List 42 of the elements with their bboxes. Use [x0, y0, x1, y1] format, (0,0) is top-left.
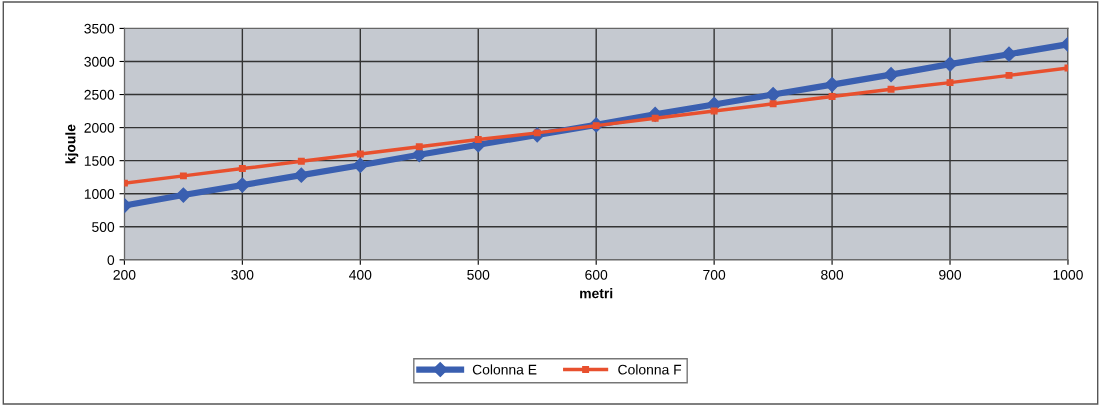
x-tick-label: 900	[939, 269, 962, 280]
y-tick-label: 2000	[84, 122, 115, 133]
x-tick-label: 700	[703, 269, 726, 280]
y-tick-label: 3500	[84, 23, 115, 34]
x-tick-label: 800	[821, 269, 844, 280]
point	[175, 187, 191, 203]
point	[1001, 46, 1017, 62]
x-tick-label: 500	[467, 269, 490, 280]
point	[415, 143, 423, 151]
point	[765, 86, 781, 103]
y-tick-label: 1500	[84, 155, 115, 166]
point	[942, 56, 958, 72]
x-tick-label: 400	[349, 269, 372, 280]
point	[769, 100, 777, 108]
point	[179, 172, 187, 180]
y-tick-label: 1000	[84, 189, 115, 199]
x-tick-label: 1000	[1053, 269, 1083, 280]
point	[297, 157, 305, 165]
legend-label: Colonna E	[472, 364, 537, 375]
point	[946, 79, 954, 87]
y-tick-label: 500	[92, 222, 115, 232]
point	[474, 136, 482, 143]
y-tick-label: 0	[107, 255, 115, 266]
point	[824, 77, 840, 93]
point	[293, 167, 309, 183]
point	[234, 177, 250, 193]
x-tick-label: 600	[585, 269, 608, 280]
y-tick-label: 2500	[84, 89, 115, 100]
y-axis-title: kjoule	[65, 124, 79, 164]
legend-label: Colonna F	[618, 364, 682, 375]
point	[356, 150, 364, 158]
point	[352, 157, 368, 173]
y-tick-label: 3000	[84, 56, 115, 67]
point	[883, 67, 899, 83]
point	[1005, 71, 1013, 79]
x-tick-label: 200	[113, 269, 136, 280]
x-axis-title: metri	[580, 288, 613, 299]
point	[828, 93, 836, 100]
x-tick-label: 300	[231, 269, 254, 280]
point	[238, 165, 246, 173]
point	[710, 107, 718, 115]
point	[887, 85, 895, 93]
